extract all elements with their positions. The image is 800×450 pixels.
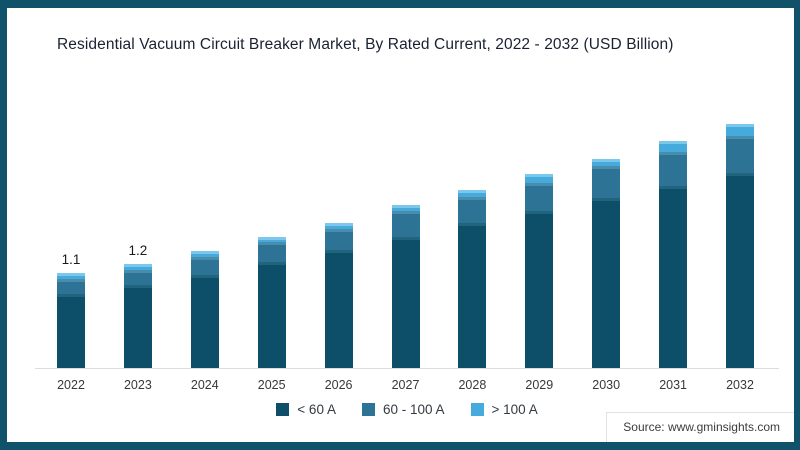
x-axis-line [35,368,779,369]
bar-segment [726,124,754,137]
x-axis-label: 2024 [190,378,219,392]
bar-segment [391,205,420,212]
bar-segment [592,197,621,368]
legend-item-60-100: 60 - 100 A [361,402,445,417]
x-axis-label: 2031 [659,378,687,392]
bar-segment [726,136,754,174]
bar-segment [458,222,487,368]
legend-item-gt100: > 100 A [470,402,538,417]
bar-segment [123,264,152,271]
bar-segment [324,222,353,229]
bar-segment [324,228,353,251]
x-axis-label: 2027 [391,378,420,392]
bar-segment [123,270,152,285]
x-axis-label: 2025 [257,378,286,392]
legend-label: 60 - 100 A [382,402,445,417]
bar-segment [458,189,487,197]
bar-segment [659,141,688,152]
bar-segment [391,211,420,237]
source-text: Source: www.gminsights.com [623,420,780,434]
bar-segment [57,272,85,279]
bar-segment [257,236,286,242]
legend-swatch-60-100 [361,403,375,416]
bar-value-label: 1.2 [128,243,148,259]
x-axis-label: 2032 [726,378,754,392]
x-axis-label: 2030 [592,378,621,392]
bar-segment [525,174,554,183]
x-axis-label: 2023 [123,378,152,392]
x-axis-label: 2022 [57,378,85,392]
bar-segment [391,236,420,368]
bar-segment [257,241,286,263]
bar-segment [190,274,219,368]
bar-segment [458,196,487,223]
chart-title: Residential Vacuum Circuit Breaker Marke… [57,36,674,53]
bar-segment [57,278,85,294]
bar-segment [57,293,85,368]
bar-segment [324,250,353,368]
legend-label: < 60 A [297,402,336,417]
bar-segment [190,251,219,258]
bar-segment [257,262,286,368]
bar-segment [592,166,621,198]
chart-legend: < 60 A 60 - 100 A > 100 A [7,402,794,417]
bar-value-label: 1.1 [61,251,81,267]
x-axis-label: 2028 [458,378,487,392]
bar-segment [525,210,554,368]
bar-segment [525,182,554,211]
source-attribution: Source: www.gminsights.com [606,412,794,442]
legend-label: > 100 A [491,402,538,417]
bar-segment [123,284,152,368]
legend-item-lt60: < 60 A [276,402,336,417]
legend-swatch-lt60 [276,403,290,416]
legend-swatch-gt100 [470,403,484,416]
bar-segment [190,257,219,275]
bar-segment [659,186,688,368]
x-axis-label: 2026 [324,378,353,392]
bar-segment [726,173,754,368]
bar-segment [659,151,688,187]
bar-chart: 1.1 2022 1.2 2023 2024 2025 2026 2027 2028 2029 20… [7,8,794,442]
bar-segment [592,158,621,167]
x-axis-label: 2029 [525,378,554,392]
